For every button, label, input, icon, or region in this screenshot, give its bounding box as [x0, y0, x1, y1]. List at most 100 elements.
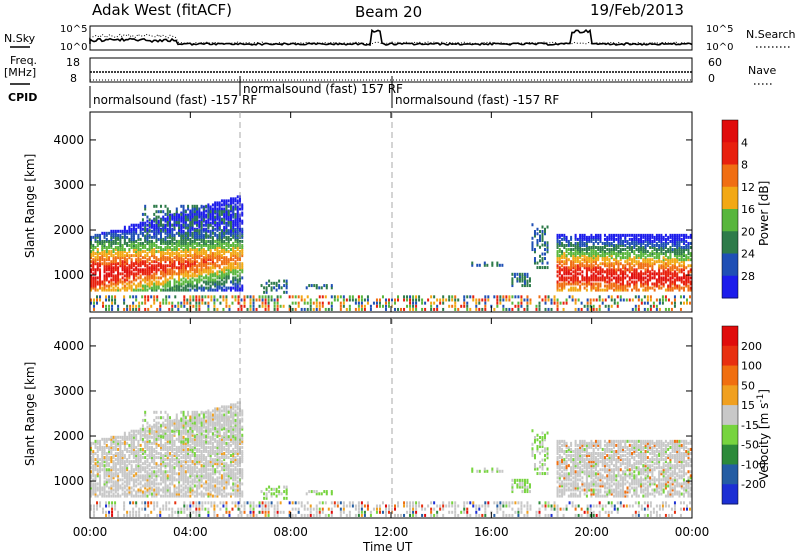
velocity-echo-cell	[169, 447, 172, 451]
power-echo-cell	[121, 229, 124, 233]
power-echo-cell	[689, 235, 692, 239]
velocity-echo-cell	[139, 449, 142, 453]
power-echo-cell	[558, 254, 561, 258]
power-echo-cell	[141, 212, 144, 216]
power-echo-cell	[162, 226, 165, 230]
power-echo-cell	[526, 275, 529, 279]
power-echo-cell	[94, 258, 97, 262]
power-echo-cell	[155, 270, 158, 274]
power-echo-cell	[624, 248, 627, 252]
power-echo-cell	[94, 272, 97, 276]
power-echo-cell	[153, 243, 156, 247]
power-echo-cell	[169, 215, 172, 219]
velocity-echo-cell	[146, 447, 149, 451]
power-echo-cell	[108, 295, 111, 299]
power-echo-cell	[567, 268, 570, 272]
power-echo-cell	[642, 284, 645, 288]
power-echo-cell	[209, 276, 212, 280]
power-echo-cell	[218, 284, 221, 288]
power-echo-cell	[200, 288, 203, 292]
power-echo-cell	[463, 295, 466, 299]
power-echo-cell	[624, 286, 627, 290]
power-echo-cell	[687, 274, 690, 278]
power-echo-cell	[229, 207, 232, 211]
power-echo-cell	[94, 270, 97, 274]
power-echo-cell	[561, 254, 564, 258]
power-echo-cell	[585, 268, 588, 272]
power-echo-cell	[114, 266, 117, 270]
power-echo-cell	[135, 252, 138, 256]
power-echo-cell	[175, 241, 178, 245]
velocity-echo-cell	[159, 460, 162, 464]
power-echo-cell	[660, 250, 663, 254]
velocity-echo-cell	[128, 460, 131, 464]
power-echo-cell	[153, 282, 156, 286]
power-echo-cell	[166, 229, 169, 233]
power-echo-cell	[563, 246, 566, 250]
power-echo-cell	[658, 284, 661, 288]
power-echo-cell	[592, 254, 595, 258]
velocity-echo-cell	[144, 476, 147, 480]
power-echo-cell	[570, 282, 573, 286]
power-echo-cell	[571, 295, 574, 299]
velocity-echo-cell	[155, 486, 158, 490]
power-echo-cell	[184, 213, 187, 217]
velocity-echo-cell	[146, 464, 149, 468]
power-echo-cell	[264, 301, 267, 305]
velocity-echo-cell	[90, 490, 92, 494]
power-echo-cell	[637, 239, 640, 243]
power-echo-cell	[574, 260, 577, 264]
velocity-echo-cell	[99, 466, 102, 470]
power-echo-cell	[164, 252, 167, 256]
power-echo-cell	[619, 241, 622, 245]
power-echo-cell	[137, 270, 140, 274]
power-echo-cell	[536, 243, 539, 247]
power-echo-cell	[200, 266, 203, 270]
power-echo-cell	[561, 260, 564, 264]
power-echo-cell	[169, 280, 172, 284]
power-echo-cell	[218, 239, 221, 243]
power-echo-cell	[667, 268, 670, 272]
power-echo-cell	[484, 301, 487, 305]
power-echo-cell	[673, 233, 676, 237]
power-echo-cell	[678, 278, 681, 282]
power-echo-cell	[581, 241, 584, 245]
velocity-echo-cell	[141, 484, 144, 488]
velocity-echo-cell	[162, 494, 165, 498]
power-echo-cell	[110, 239, 113, 243]
power-echo-cell	[105, 256, 108, 260]
power-echo-cell	[146, 276, 149, 280]
power-echo-cell	[608, 284, 611, 288]
power-echo-cell	[159, 276, 162, 280]
power-echo-cell	[592, 250, 595, 254]
power-echo-cell	[608, 254, 611, 258]
power-echo-cell	[175, 239, 178, 243]
power-echo-cell	[209, 288, 212, 292]
power-echo-cell	[232, 243, 235, 247]
power-echo-cell	[216, 210, 219, 214]
power-echo-cell	[178, 213, 181, 217]
power-echo-cell	[685, 239, 688, 243]
power-echo-cell	[590, 246, 593, 250]
velocity-echo-cell	[164, 454, 167, 458]
power-echo-cell	[166, 221, 169, 225]
power-echo-cell	[260, 284, 263, 288]
power-echo-cell	[92, 243, 95, 247]
power-echo-cell	[119, 235, 122, 239]
power-echo-cell	[144, 262, 147, 266]
power-echo-cell	[114, 264, 117, 268]
power-echo-cell	[682, 272, 685, 276]
power-echo-cell	[229, 223, 232, 227]
power-echo-cell	[333, 298, 336, 302]
power-echo-cell	[619, 284, 622, 288]
power-echo-cell	[678, 264, 681, 268]
power-echo-cell	[148, 223, 151, 227]
power-echo-cell	[223, 248, 226, 252]
power-echo-cell	[220, 239, 223, 243]
velocity-echo-cell	[121, 470, 124, 474]
power-echo-cell	[214, 203, 217, 207]
velocity-echo-cell	[137, 464, 140, 468]
power-echo-cell	[536, 239, 539, 243]
power-echo-cell	[635, 256, 638, 260]
power-echo-cell	[117, 248, 120, 252]
